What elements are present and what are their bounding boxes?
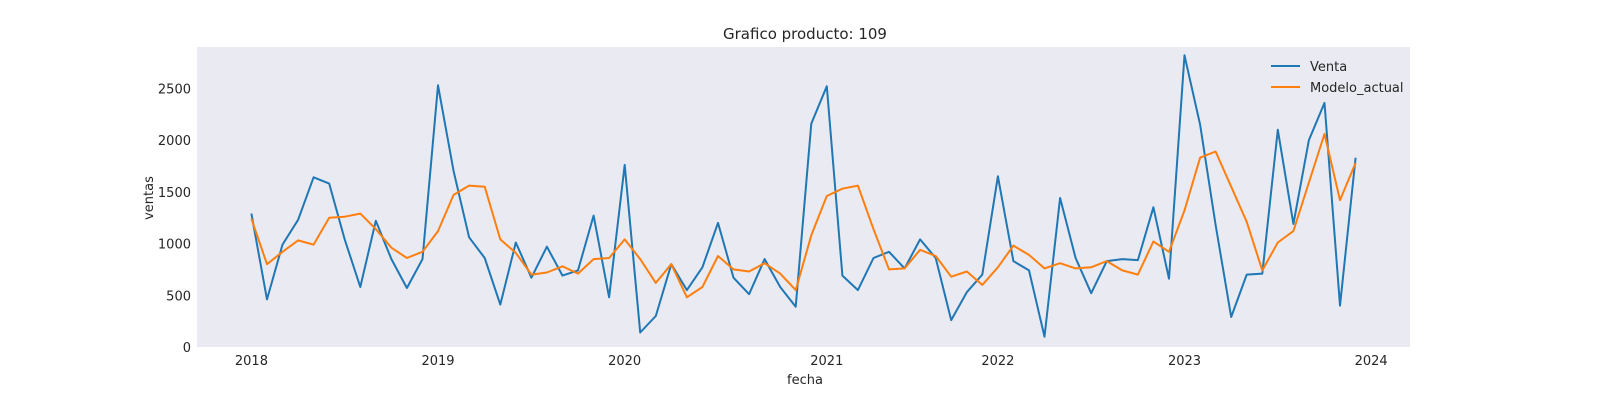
y-tick-label: 0 xyxy=(183,341,191,356)
y-axis-label: ventas xyxy=(142,176,157,220)
x-tick-label: 2023 xyxy=(1168,354,1201,369)
x-tick-label: 2024 xyxy=(1355,354,1388,369)
x-tick-label: 2019 xyxy=(421,354,454,369)
legend-item: Venta xyxy=(1271,60,1347,75)
series-line-modelo-actual xyxy=(250,132,1357,299)
x-tick-label: 2021 xyxy=(810,354,843,369)
plot-area xyxy=(197,47,1410,347)
legend-label: Modelo_actual xyxy=(1310,81,1404,96)
y-tick-label: 1500 xyxy=(158,186,191,201)
legend-item: Modelo_actual xyxy=(1271,81,1404,96)
series-line-venta xyxy=(250,54,1357,338)
x-tick-label: 2020 xyxy=(608,354,641,369)
y-tick-label: 500 xyxy=(166,289,191,304)
x-axis: 2018 2019 2020 2021 2022 2023 2024 xyxy=(235,354,1388,369)
x-tick-label: 2022 xyxy=(981,354,1014,369)
legend: Venta Modelo_actual xyxy=(1271,60,1404,96)
y-tick-label: 2000 xyxy=(158,134,191,149)
x-axis-label: fecha xyxy=(787,373,823,388)
x-tick-label: 2018 xyxy=(235,354,268,369)
legend-label: Venta xyxy=(1310,60,1347,75)
chart-title: Grafico producto: 109 xyxy=(723,25,887,43)
series-lines xyxy=(250,54,1357,338)
y-tick-label: 1000 xyxy=(158,238,191,253)
y-tick-label: 2500 xyxy=(158,82,191,97)
y-axis: 0 500 1000 1500 2000 2500 xyxy=(158,82,191,356)
